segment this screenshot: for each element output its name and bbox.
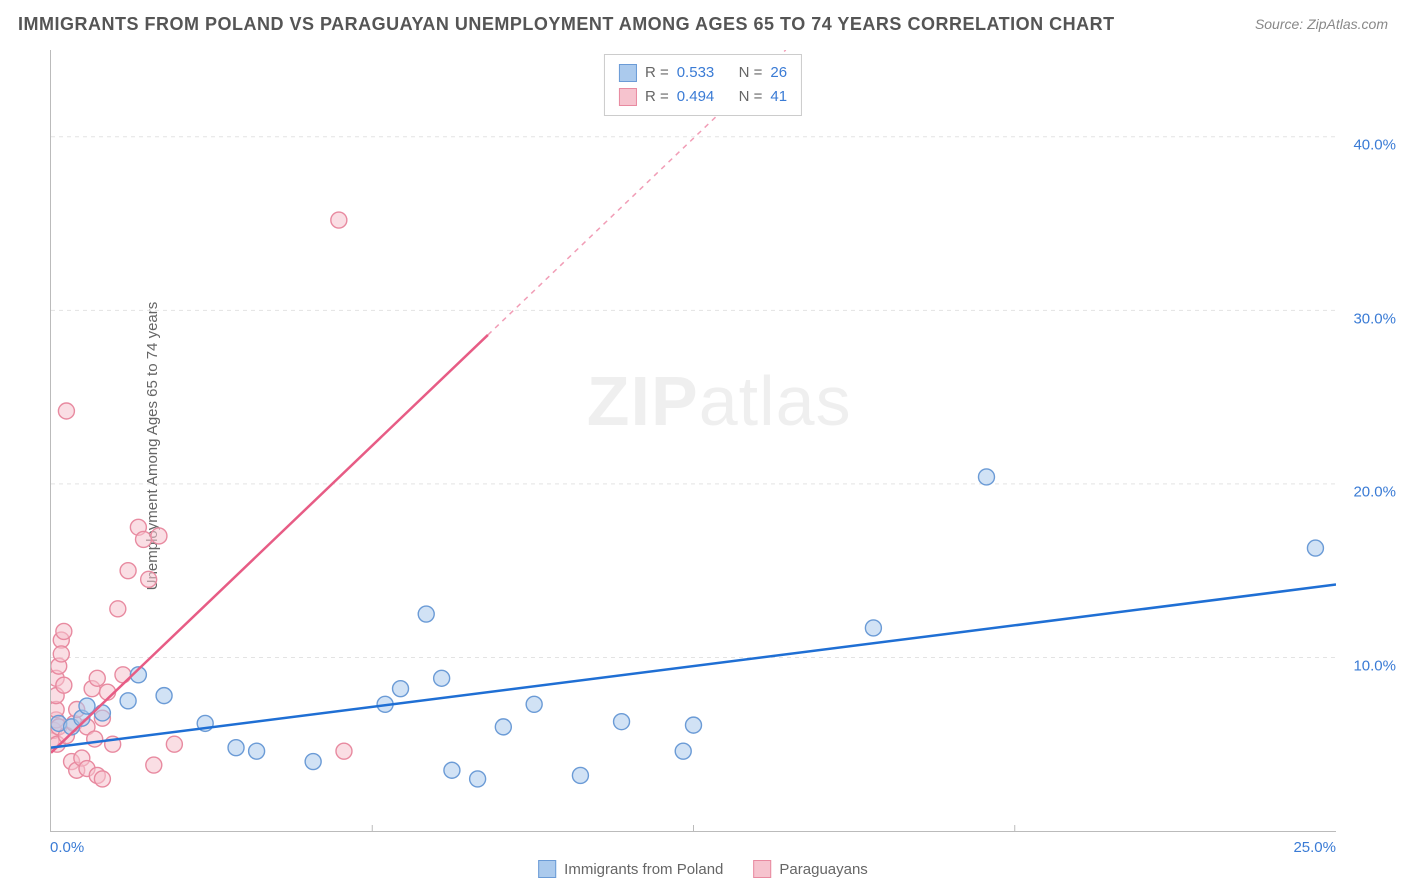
swatch-a-icon xyxy=(538,860,556,878)
stats-row-a: R = 0.533 N = 26 xyxy=(619,61,787,85)
r-value: 0.533 xyxy=(677,61,715,85)
n-label: N = xyxy=(739,61,763,85)
n-value: 26 xyxy=(770,61,787,85)
x-tick-max: 25.0% xyxy=(1293,839,1336,856)
r-value: 0.494 xyxy=(677,85,715,109)
r-label: R = xyxy=(645,85,669,109)
chart-title: IMMIGRANTS FROM POLAND VS PARAGUAYAN UNE… xyxy=(18,14,1115,35)
plot-area: ZIPatlas xyxy=(50,50,1336,832)
y-tick: 20.0% xyxy=(1353,484,1396,501)
y-tick: 40.0% xyxy=(1353,136,1396,153)
legend-label: Immigrants from Poland xyxy=(564,861,723,878)
y-tick: 10.0% xyxy=(1353,658,1396,675)
swatch-b-icon xyxy=(753,860,771,878)
source-attribution: Source: ZipAtlas.com xyxy=(1255,16,1388,32)
y-tick: 30.0% xyxy=(1353,310,1396,327)
header: IMMIGRANTS FROM POLAND VS PARAGUAYAN UNE… xyxy=(0,0,1406,48)
n-label: N = xyxy=(739,85,763,109)
x-tick-min: 0.0% xyxy=(50,839,84,856)
swatch-a-icon xyxy=(619,64,637,82)
r-label: R = xyxy=(645,61,669,85)
n-value: 41 xyxy=(770,85,787,109)
chart-svg xyxy=(51,50,1336,831)
x-legend: Immigrants from Poland Paraguayans xyxy=(538,860,868,878)
legend-item-a: Immigrants from Poland xyxy=(538,860,723,878)
legend-item-b: Paraguayans xyxy=(753,860,867,878)
legend-label: Paraguayans xyxy=(779,861,867,878)
stats-row-b: R = 0.494 N = 41 xyxy=(619,85,787,109)
stats-legend: R = 0.533 N = 26 R = 0.494 N = 41 xyxy=(604,54,802,116)
swatch-b-icon xyxy=(619,88,637,106)
